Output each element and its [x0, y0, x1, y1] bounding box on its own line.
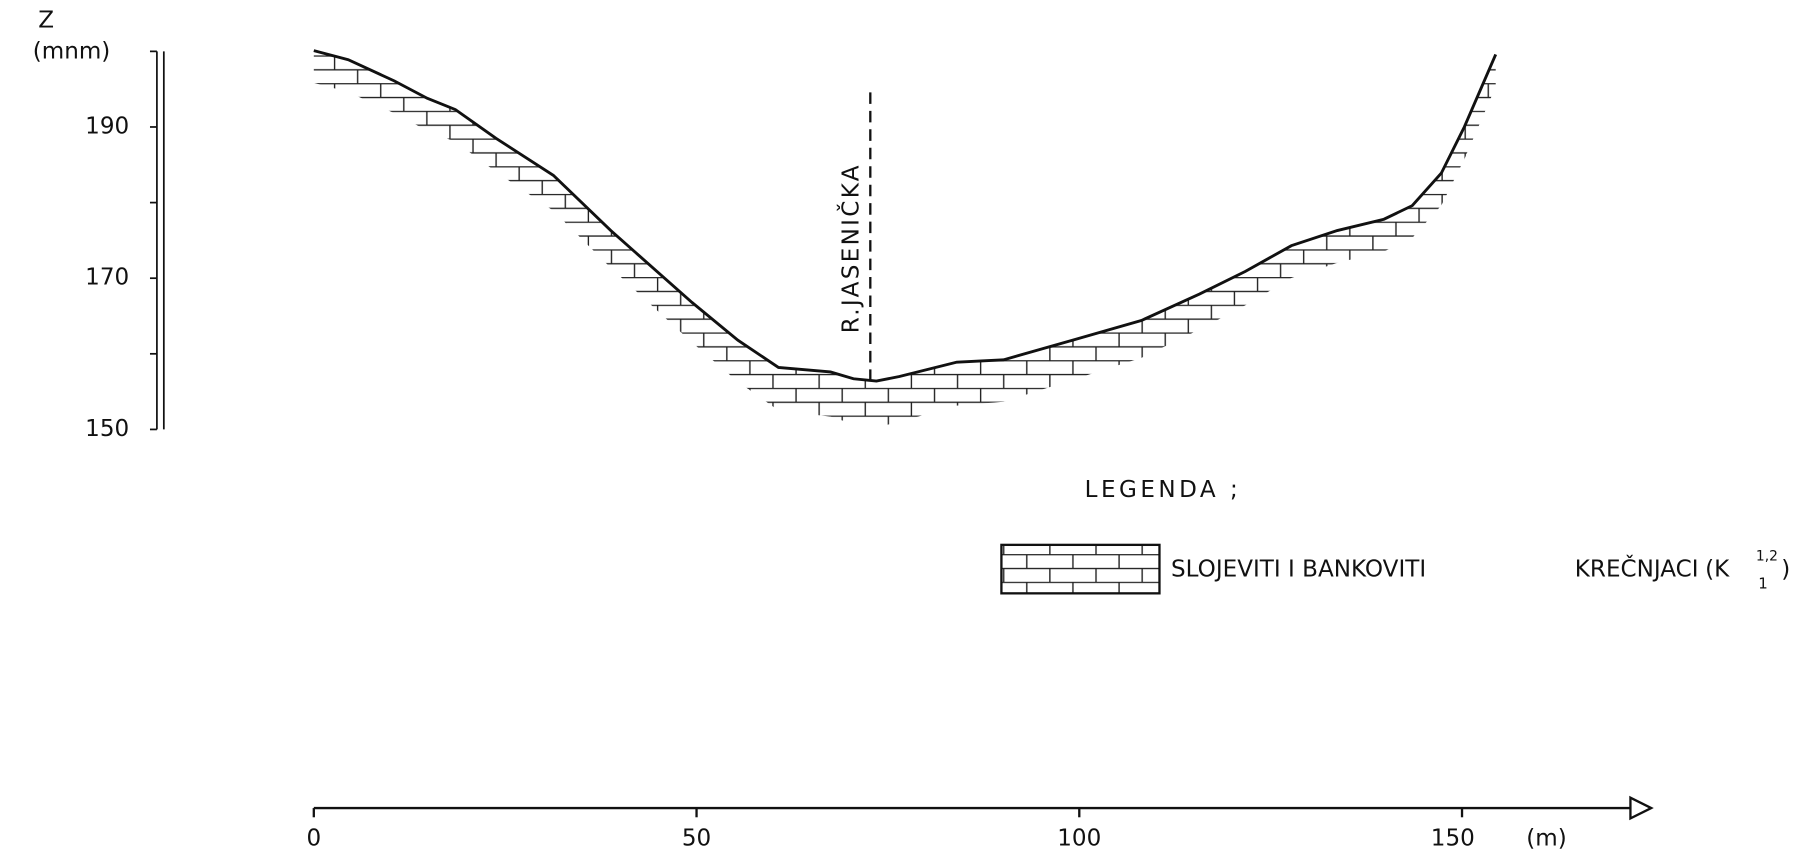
- legend-title: LEGENDA ;: [1085, 477, 1242, 503]
- legend-symbol-sub: 1: [1758, 575, 1768, 593]
- x-tick-label: 100: [1057, 826, 1101, 852]
- river-label: R.JASENIČKA: [836, 163, 864, 333]
- legend-symbol: (K: [1705, 557, 1730, 583]
- x-axis-arrow: [1629, 795, 1654, 821]
- x-tick-label: 50: [682, 826, 711, 852]
- y-tick-label: 190: [85, 113, 129, 139]
- y-axis-label: Z: [38, 7, 54, 33]
- legend-label: SLOJEVITI I BANKOVITI: [1171, 557, 1426, 583]
- x-tick-label: 0: [306, 826, 321, 852]
- legend-label: KREČNJACI: [1575, 555, 1699, 583]
- y-tick-label: 150: [85, 416, 129, 442]
- limestone-hatch: [313, 50, 1496, 428]
- limestone-hatch: [313, 50, 1496, 428]
- legend-swatch: [1000, 543, 1161, 595]
- y-tick-label: 170: [85, 265, 129, 291]
- x-tick-label: 150: [1431, 826, 1475, 852]
- terrain-profile: [313, 49, 1498, 383]
- legend-symbol: ): [1781, 557, 1790, 583]
- y-axis-unit: (mnm): [33, 38, 111, 64]
- legend-symbol-sup: 1,2: [1756, 548, 1778, 564]
- x-axis-unit: (m): [1526, 826, 1566, 852]
